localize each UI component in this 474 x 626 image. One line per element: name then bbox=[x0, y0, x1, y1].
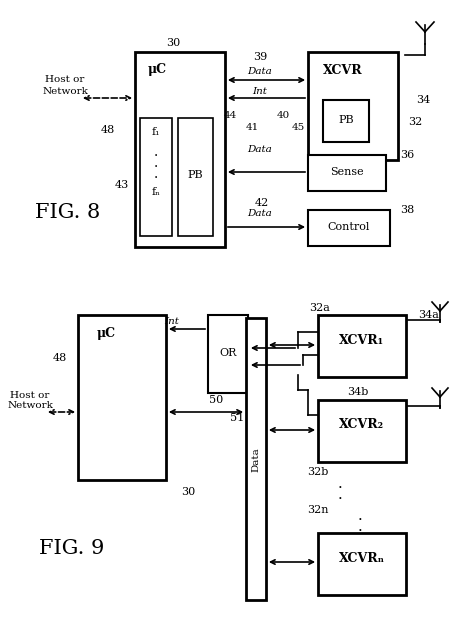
Text: 45: 45 bbox=[292, 123, 305, 133]
Text: Network: Network bbox=[42, 86, 88, 96]
Text: 34: 34 bbox=[416, 95, 430, 105]
Text: Sense: Sense bbox=[330, 167, 364, 177]
Text: Control: Control bbox=[328, 222, 370, 232]
Text: PB: PB bbox=[187, 170, 203, 180]
Text: FIG. 9: FIG. 9 bbox=[39, 538, 105, 558]
Text: 40: 40 bbox=[276, 111, 290, 120]
Text: .: . bbox=[154, 145, 158, 159]
Text: 34a: 34a bbox=[418, 310, 439, 320]
Text: XCVR: XCVR bbox=[323, 63, 363, 76]
Text: 32b: 32b bbox=[307, 467, 328, 477]
Text: 30: 30 bbox=[181, 487, 195, 497]
Text: Data: Data bbox=[247, 68, 273, 76]
Text: PB: PB bbox=[338, 115, 354, 125]
Text: .: . bbox=[357, 520, 363, 534]
Text: 30: 30 bbox=[166, 38, 180, 48]
Text: .: . bbox=[154, 167, 158, 181]
Bar bbox=[318, 533, 406, 595]
Text: μC: μC bbox=[147, 63, 166, 76]
Text: fₙ: fₙ bbox=[152, 187, 161, 197]
Text: Host or: Host or bbox=[46, 76, 85, 85]
Text: 51: 51 bbox=[230, 413, 244, 423]
Bar bbox=[308, 155, 386, 191]
Text: 43: 43 bbox=[115, 180, 129, 190]
Text: XCVRₙ: XCVRₙ bbox=[339, 552, 385, 565]
Bar bbox=[308, 52, 398, 160]
Text: .: . bbox=[154, 156, 158, 170]
Bar bbox=[135, 52, 225, 247]
Text: Host or: Host or bbox=[10, 391, 50, 399]
Text: FIG. 8: FIG. 8 bbox=[36, 203, 100, 222]
Bar bbox=[308, 210, 390, 246]
Text: 38: 38 bbox=[400, 205, 414, 215]
Text: 42: 42 bbox=[255, 198, 269, 208]
Bar bbox=[78, 315, 166, 480]
Text: 32: 32 bbox=[408, 117, 422, 127]
Text: Network: Network bbox=[7, 401, 53, 411]
Text: .: . bbox=[357, 509, 363, 523]
Text: OR: OR bbox=[219, 348, 237, 358]
Text: .: . bbox=[337, 488, 342, 502]
Text: Data: Data bbox=[247, 208, 273, 217]
Text: 50: 50 bbox=[209, 395, 223, 405]
Text: Data: Data bbox=[247, 145, 273, 155]
Bar bbox=[323, 100, 369, 142]
Text: 48: 48 bbox=[53, 353, 67, 363]
Text: XCVR₁: XCVR₁ bbox=[339, 334, 384, 347]
Text: 32n: 32n bbox=[307, 505, 329, 515]
Bar bbox=[318, 400, 406, 462]
Text: f₁: f₁ bbox=[152, 127, 160, 137]
Bar bbox=[318, 315, 406, 377]
Text: Int: Int bbox=[253, 88, 267, 96]
Text: 44: 44 bbox=[223, 111, 237, 120]
Text: 36: 36 bbox=[400, 150, 414, 160]
Text: Int: Int bbox=[164, 317, 180, 327]
Text: Data: Data bbox=[252, 448, 261, 473]
Text: 34b: 34b bbox=[347, 387, 369, 397]
Text: 48: 48 bbox=[101, 125, 115, 135]
Text: 32a: 32a bbox=[310, 303, 330, 313]
Bar bbox=[208, 315, 248, 393]
Text: 41: 41 bbox=[246, 123, 259, 133]
Text: .: . bbox=[337, 477, 342, 491]
Bar bbox=[246, 318, 266, 600]
Bar bbox=[140, 118, 172, 236]
Text: μC: μC bbox=[96, 327, 116, 339]
Bar bbox=[178, 118, 213, 236]
Text: XCVR₂: XCVR₂ bbox=[339, 419, 384, 431]
Text: 39: 39 bbox=[253, 52, 267, 62]
